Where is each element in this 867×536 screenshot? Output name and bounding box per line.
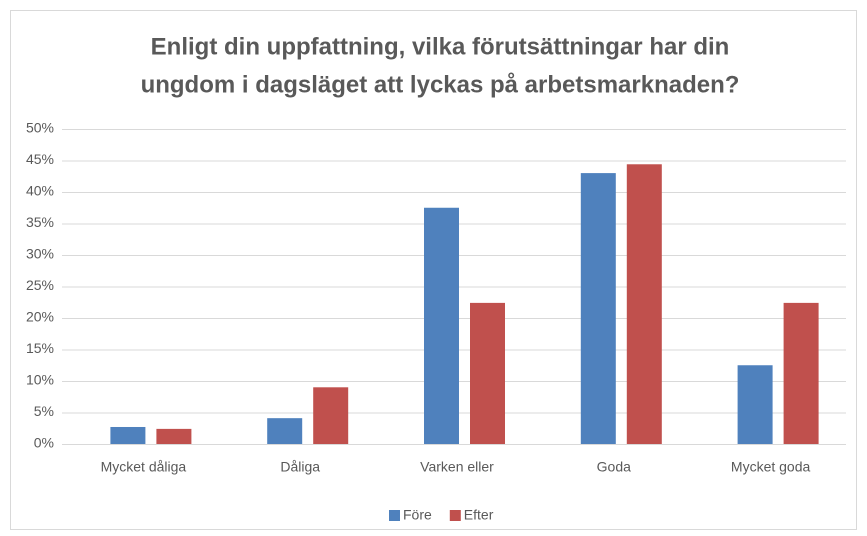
x-tick-label: Varken eller (420, 459, 494, 475)
legend-swatch (389, 510, 400, 521)
legend-label: Före (403, 507, 432, 523)
y-tick-label: 45% (26, 151, 54, 167)
bar (313, 387, 349, 444)
y-tick-label: 40% (26, 183, 54, 199)
bar (110, 426, 146, 444)
legend-label: Efter (464, 507, 494, 523)
x-tick-label: Mycket dåliga (101, 459, 187, 475)
chart-title: Enligt din uppfattning, vilka förutsättn… (151, 33, 730, 60)
bar (156, 428, 192, 444)
x-tick-label: Goda (597, 459, 631, 475)
x-tick-label: Dåliga (280, 459, 320, 475)
y-tick-label: 35% (26, 214, 54, 230)
bar (580, 173, 616, 444)
bar (783, 302, 819, 444)
y-tick-label: 50% (26, 120, 54, 136)
bar (267, 418, 303, 444)
x-tick-label: Mycket goda (731, 459, 811, 475)
y-tick-label: 5% (34, 403, 54, 419)
bar (737, 365, 773, 444)
y-tick-label: 30% (26, 246, 54, 262)
y-tick-label: 25% (26, 277, 54, 293)
y-tick-label: 15% (26, 340, 54, 356)
y-tick-label: 0% (34, 435, 54, 451)
bar (424, 207, 459, 444)
legend-swatch (449, 510, 461, 521)
y-tick-label: 10% (26, 372, 54, 388)
bar (470, 302, 505, 444)
chart-title: ungdom i dagsläget att lyckas på arbetsm… (141, 71, 740, 98)
y-tick-label: 20% (26, 309, 54, 325)
bar (626, 164, 662, 444)
